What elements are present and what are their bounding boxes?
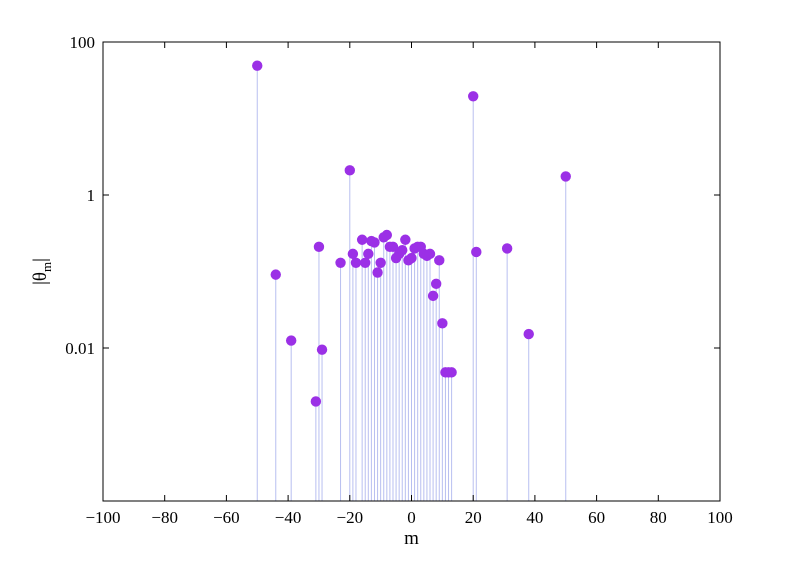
data-point (344, 165, 355, 176)
data-point (560, 171, 571, 182)
x-tick-label: −60 (213, 508, 240, 527)
data-point (468, 91, 479, 102)
stem-lines (256, 65, 567, 501)
y-axis-label-sub: m (39, 262, 54, 272)
data-point (406, 252, 417, 264)
data-point (387, 241, 399, 253)
data-point (369, 237, 380, 248)
data-point (347, 248, 359, 260)
x-tick-label: 0 (407, 508, 416, 527)
data-point (375, 257, 386, 268)
x-tick-label: 40 (526, 508, 543, 527)
x-tick-label: 60 (588, 508, 605, 527)
svg-text:|θm|: |θm| (30, 258, 54, 285)
data-point (523, 328, 534, 340)
data-point (316, 344, 328, 355)
y-tick-label: 1 (87, 186, 96, 205)
x-axis-ticks: −100 −80 −60 −40 −20 0 20 40 60 80 100 (85, 42, 733, 527)
data-point (427, 290, 439, 302)
x-axis-label: m (404, 528, 419, 549)
y-axis-label-close: | (30, 258, 51, 262)
data-point (381, 229, 393, 241)
data-point (360, 257, 371, 268)
data-point (372, 267, 383, 278)
data-point (446, 367, 457, 378)
data-point (471, 246, 482, 258)
data-markers (252, 60, 571, 407)
x-tick-label: −20 (337, 508, 364, 527)
y-tick-label: 0.01 (65, 339, 95, 358)
x-tick-label: −40 (275, 508, 302, 527)
data-point (434, 255, 445, 266)
data-point (310, 396, 322, 407)
data-point (424, 248, 436, 260)
x-tick-label: −80 (151, 508, 178, 527)
y-axis-label: |θm| (30, 258, 54, 285)
data-point (252, 60, 263, 71)
data-point (356, 234, 368, 245)
data-point (270, 269, 281, 280)
x-tick-label: 20 (465, 508, 482, 527)
x-tick-label: 80 (650, 508, 667, 527)
data-point (397, 244, 408, 256)
x-tick-label: 100 (707, 508, 733, 527)
data-point (350, 257, 362, 268)
y-tick-label: 100 (70, 33, 96, 52)
data-point (430, 278, 442, 290)
data-point (313, 241, 325, 253)
data-point (285, 335, 297, 346)
data-point (437, 318, 448, 329)
x-tick-label: −100 (85, 508, 120, 527)
y-axis-label-main: |θ (30, 272, 51, 285)
data-point (363, 248, 374, 260)
y-axis-ticks: 0.01 1 100 (65, 33, 720, 358)
data-point (335, 257, 346, 268)
data-point (400, 234, 411, 245)
data-point (501, 243, 513, 254)
